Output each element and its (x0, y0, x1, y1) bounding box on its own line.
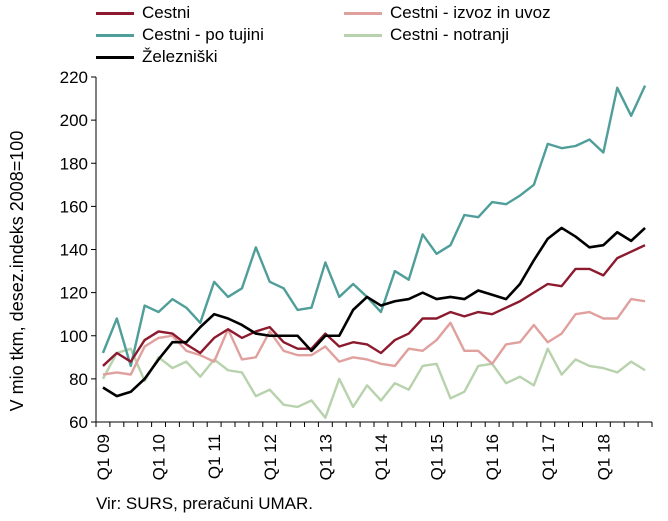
y-tick-label: 220 (60, 68, 88, 87)
x-tick-label: Q1 12 (261, 434, 280, 480)
legend-label-cestni-notranji: Cestni - notranji (390, 25, 510, 44)
y-axis-title: V mio tkm, desez.indeks 2008=100 (7, 131, 27, 412)
legend-item-zelezniski: Železniški (96, 46, 218, 68)
legend-item-cestni: Cestni (96, 2, 190, 24)
x-tick-label: Q1 17 (539, 434, 558, 480)
y-tick-label: 120 (60, 284, 88, 303)
series-line-cestni (102, 244, 646, 367)
y-tick-label: 180 (60, 154, 88, 173)
y-tick-label: 80 (69, 370, 88, 389)
y-tick-label: 60 (69, 413, 88, 432)
x-tick-label: Q1 10 (150, 434, 169, 480)
x-tick-label: Q1 18 (594, 434, 613, 480)
legend-item-cestni-notranji: Cestni - notranji (344, 24, 509, 46)
x-tick-label: Q1 16 (483, 434, 502, 480)
legend-swatch-cestni (96, 11, 134, 15)
series-layer (101, 85, 647, 419)
y-tick-label: 200 (60, 111, 88, 130)
y-axis: 60 80 100 120 140 160 180 200 220 (60, 68, 97, 432)
x-tick-label: Q1 09 (94, 434, 113, 480)
x-axis: Q1 09 Q1 10 Q1 11 Q1 12 Q1 13 Q1 14 Q1 15 Q1 16… (94, 421, 653, 480)
legend-swatch-cestni-po-tujini (96, 33, 134, 37)
legend-label-zelezniski: Železniški (142, 47, 218, 66)
legend: Cestni Cestni - izvoz in uvoz Cestni - p… (96, 2, 656, 70)
y-tick-label: 100 (60, 327, 88, 346)
y-tick-label: 140 (60, 241, 88, 260)
legend-item-cestni-po-tujini: Cestni - po tujini (96, 24, 264, 46)
legend-label-cestni-po-tujini: Cestni - po tujini (142, 25, 264, 44)
x-tick-label: Q1 11 (205, 434, 224, 479)
x-tick-label: Q1 14 (372, 434, 391, 480)
series-line-cestni-po-tujini (101, 85, 647, 368)
legend-label-cestni: Cestni (142, 3, 191, 22)
series-line-zelezniski (102, 226, 646, 398)
x-tick-label: Q1 13 (316, 434, 335, 480)
series-line-cestni-izvoz-in-uvoz (102, 297, 646, 376)
legend-swatch-zelezniski (96, 55, 134, 59)
legend-item-cestni-izvoz-in-uvoz: Cestni - izvoz in uvoz (344, 2, 551, 24)
legend-label-cestni-izvoz-in-uvoz: Cestni - izvoz in uvoz (390, 3, 551, 22)
legend-swatch-cestni-notranji (344, 33, 382, 37)
y-tick-label: 160 (60, 197, 88, 216)
legend-swatch-cestni-izvoz-in-uvoz (344, 11, 382, 15)
x-tick-label: Q1 15 (428, 434, 447, 480)
series-line-cestni-notranji (101, 347, 646, 419)
source-note: Vir: SURS, preračuni UMAR. (96, 494, 313, 513)
